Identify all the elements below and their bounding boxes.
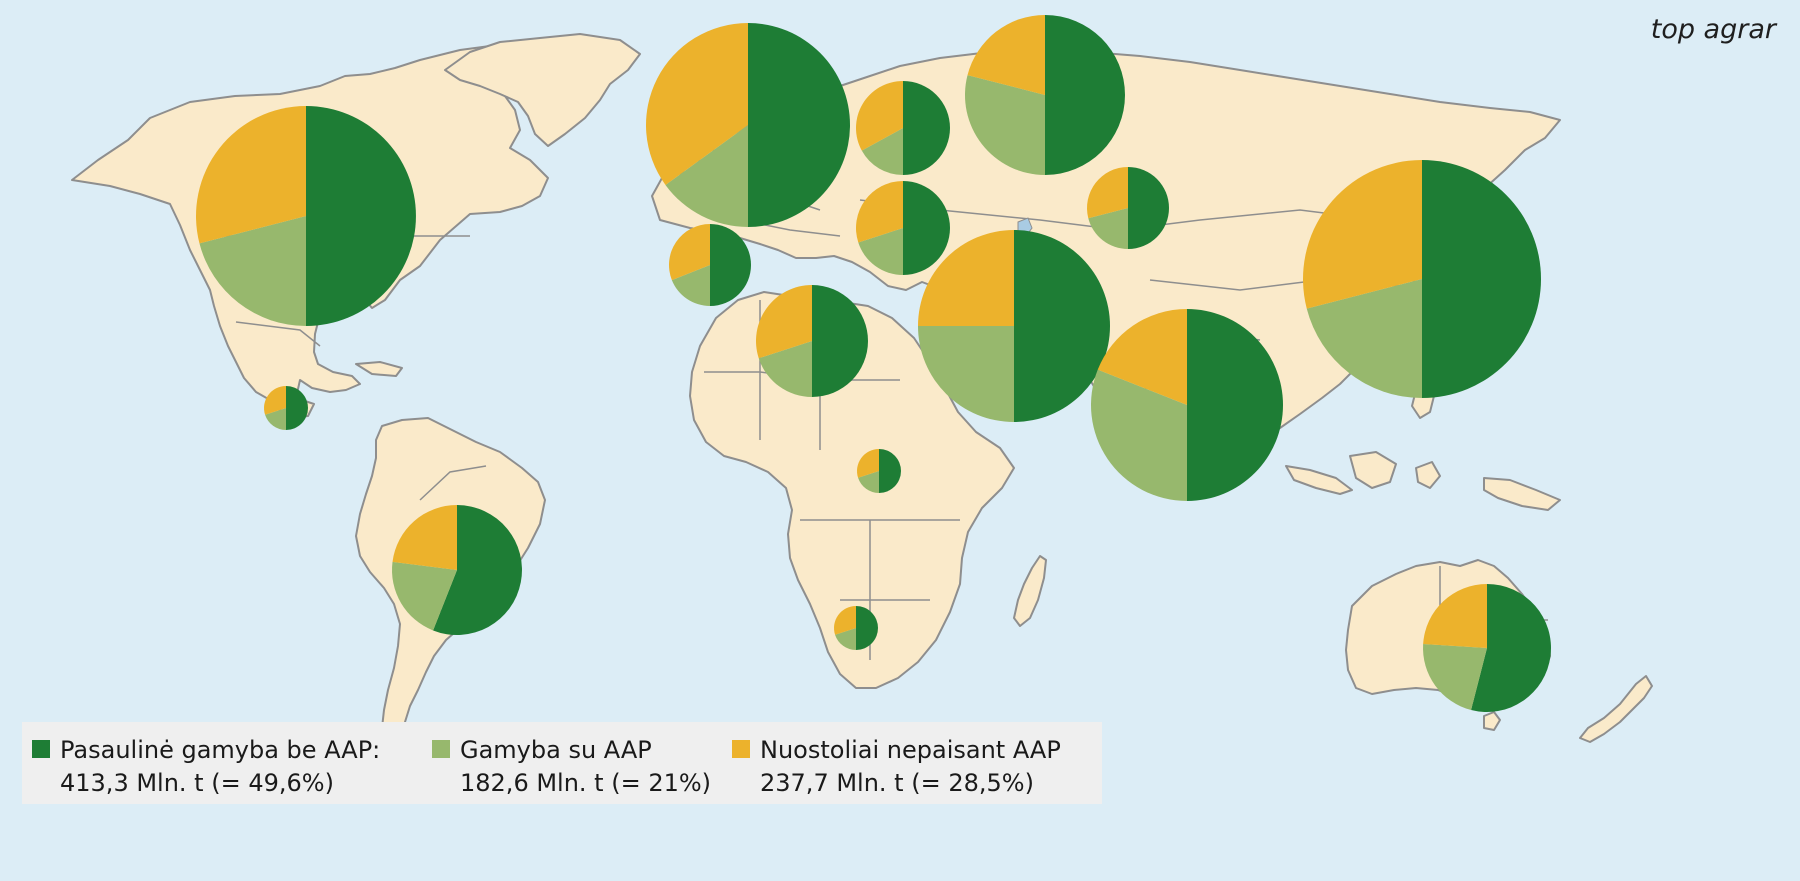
pie-slice-south-asia-without-ppp	[1187, 309, 1283, 501]
pie-slice-east-asia-without-ppp	[1422, 160, 1541, 398]
legend-swatch-without-ppp	[32, 740, 50, 758]
legend-item-losses: Nuostoliai nepaisant AAP 237,7 Mln. t (=…	[732, 722, 1092, 804]
pie-slice-middle-east-with-ppp	[918, 326, 1014, 422]
madagascar-landmass	[1013, 555, 1047, 627]
pie-slice-north-africa-with-ppp	[758, 341, 812, 397]
pie-slice-russia-losses	[967, 14, 1045, 95]
greenland-landmass	[444, 33, 641, 147]
pie-slice-central-america-losses	[264, 386, 286, 415]
pie-russia	[964, 14, 1125, 175]
pie-slice-australia-without-ppp	[1471, 584, 1551, 712]
pie-northwest-europe	[646, 23, 850, 227]
new-zealand-landmass	[1579, 675, 1653, 743]
cuba-landmass	[355, 361, 403, 377]
pie-central-asia	[1087, 167, 1169, 249]
pie-slice-south-asia-with-ppp	[1090, 369, 1187, 501]
pie-east-asia	[1303, 160, 1541, 398]
pie-slice-russia-without-ppp	[1045, 15, 1125, 175]
pie-slice-central-asia-losses	[1087, 167, 1128, 219]
pie-slice-southern-africa-losses	[834, 606, 856, 635]
border-usa-mexico	[235, 321, 321, 347]
pie-middle-east	[918, 230, 1110, 422]
pie-slice-central-africa-without-ppp	[879, 449, 901, 493]
tasmania-landmass	[1483, 711, 1501, 731]
legend-item-with-ppp: Gamyba su AAP 182,6 Mln. t (= 21%)	[432, 722, 732, 804]
pie-slice-middle-east-losses	[918, 230, 1014, 326]
legend-value-losses: 237,7 Mln. t (= 28,5%)	[760, 769, 1034, 797]
pie-south-asia	[1090, 309, 1283, 501]
indonesia-landmass	[1285, 451, 1561, 511]
pie-slice-central-america-without-ppp	[286, 386, 308, 430]
pie-slice-central-africa-with-ppp	[858, 471, 879, 493]
pie-north-europe	[855, 81, 950, 175]
legend-swatch-with-ppp	[432, 740, 450, 758]
legend-swatch-losses	[732, 740, 750, 758]
pie-southern-africa	[834, 606, 878, 650]
pie-slice-south-america-with-ppp	[391, 561, 457, 631]
pie-slice-australia-losses	[1423, 584, 1487, 648]
pie-slice-southern-africa-with-ppp	[835, 628, 856, 650]
pie-slice-north-america-with-ppp	[199, 216, 306, 326]
pie-southeast-europe	[856, 181, 950, 275]
pie-slice-southeast-europe-without-ppp	[903, 181, 950, 275]
legend-value-without-ppp: 413,3 Mln. t (= 49,6%)	[60, 769, 334, 797]
pie-slice-south-america-without-ppp	[433, 505, 522, 635]
pie-slice-north-africa-losses	[756, 285, 812, 359]
pie-slice-southeast-europe-with-ppp	[858, 228, 903, 275]
pie-slice-northwest-europe-losses	[646, 23, 748, 185]
pie-slice-east-asia-with-ppp	[1306, 279, 1422, 398]
pie-slice-iberia-with-ppp	[671, 265, 710, 306]
legend-label-without-ppp: Pasaulinė gamyba be AAP:	[60, 736, 381, 764]
pie-slice-southern-africa-without-ppp	[856, 606, 878, 650]
pie-slice-russia-with-ppp	[964, 75, 1045, 175]
pie-australia	[1423, 584, 1551, 712]
pie-slice-middle-east-without-ppp	[1014, 230, 1110, 422]
pie-central-america	[264, 386, 308, 430]
legend-value-with-ppp: 182,6 Mln. t (= 21%)	[460, 769, 712, 797]
legend-text-losses: Nuostoliai nepaisant AAP 237,7 Mln. t (=…	[760, 734, 1061, 800]
pie-slice-north-europe-losses	[855, 81, 903, 151]
pie-slice-central-asia-with-ppp	[1088, 208, 1128, 249]
pie-slice-north-america-without-ppp	[306, 106, 416, 326]
legend-text-with-ppp: Gamyba su AAP 182,6 Mln. t (= 21%)	[460, 734, 711, 800]
pie-slice-central-asia-without-ppp	[1128, 167, 1169, 249]
pie-iberia	[669, 224, 751, 306]
legend-item-without-ppp: Pasaulinė gamyba be AAP: 413,3 Mln. t (=…	[22, 722, 432, 804]
pie-slice-australia-with-ppp	[1423, 643, 1487, 710]
pie-slice-central-africa-losses	[857, 449, 879, 478]
pie-slice-northwest-europe-with-ppp	[665, 125, 748, 227]
pie-slice-south-asia-losses	[1097, 309, 1187, 405]
pie-slice-south-america-losses	[392, 505, 457, 570]
pie-layer	[196, 14, 1551, 712]
pie-slice-north-america-losses	[196, 106, 306, 244]
pie-north-america	[196, 106, 416, 326]
pie-slice-east-asia-losses	[1303, 160, 1422, 309]
pie-slice-iberia-losses	[669, 224, 710, 281]
legend: Pasaulinė gamyba be AAP: 413,3 Mln. t (=…	[22, 722, 1102, 804]
pie-central-africa	[857, 449, 901, 493]
pie-slice-iberia-without-ppp	[710, 224, 751, 306]
legend-label-with-ppp: Gamyba su AAP	[460, 736, 652, 764]
legend-text-without-ppp: Pasaulinė gamyba be AAP: 413,3 Mln. t (=…	[60, 734, 380, 800]
pie-slice-southeast-europe-losses	[856, 181, 903, 243]
africa-landmass	[689, 291, 1015, 689]
pie-slice-northwest-europe-without-ppp	[748, 23, 850, 227]
pie-slice-north-europe-without-ppp	[903, 81, 950, 175]
brand-label: top agrar	[1650, 14, 1776, 45]
legend-label-losses: Nuostoliai nepaisant AAP	[760, 736, 1061, 764]
pie-north-africa	[756, 285, 868, 397]
pie-south-america	[391, 505, 522, 635]
pie-slice-north-europe-with-ppp	[861, 128, 903, 175]
pie-slice-central-america-with-ppp	[265, 408, 286, 430]
pie-slice-north-africa-without-ppp	[812, 285, 868, 397]
